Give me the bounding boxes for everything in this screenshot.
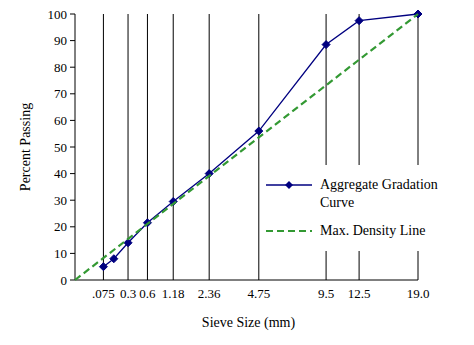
- y-tick-label: 40: [54, 166, 67, 181]
- x-tick-label: 19.0: [407, 286, 430, 301]
- x-grid-line: [209, 14, 210, 280]
- point-marker: [355, 17, 363, 25]
- y-tick: [70, 14, 75, 15]
- x-tick-label: 4.75: [247, 286, 270, 301]
- y-tick-label: 60: [54, 113, 67, 128]
- y-tick: [70, 67, 75, 68]
- y-tick: [70, 147, 75, 148]
- y-tick: [70, 200, 75, 201]
- point-marker: [99, 263, 107, 271]
- x-tick-label: 2.36: [198, 286, 221, 301]
- legend-label-line: Curve: [320, 195, 354, 210]
- point-marker: [322, 41, 330, 49]
- point-marker: [255, 127, 263, 135]
- y-axis-title: Percent Passing: [18, 103, 33, 191]
- legend-box: [262, 165, 470, 251]
- chart: .075 0.30.6 1.18 2.36 4.75 9.5 12.5 19.0 0 10 20 30…: [0, 0, 474, 345]
- x-grid-line: [258, 14, 259, 280]
- y-tick-label: 50: [54, 140, 67, 155]
- y-tick-label: 30: [54, 193, 67, 208]
- x-tick-label: 12.5: [348, 286, 371, 301]
- y-tick-label: 10: [54, 246, 67, 261]
- y-axis: [75, 14, 76, 280]
- x-grid-line: [173, 14, 174, 280]
- x-axis-title: Sieve Size (mm): [202, 315, 296, 331]
- y-tick-label: 90: [54, 33, 67, 48]
- y-tick: [70, 120, 75, 121]
- y-tick-label: 70: [54, 86, 67, 101]
- x-axis: [75, 280, 418, 281]
- y-tick: [70, 93, 75, 94]
- x-tick-label: 1.18: [162, 286, 185, 301]
- y-tick-label: 100: [48, 7, 68, 22]
- legend-swatch: [266, 230, 312, 232]
- legend-label: Aggregate Gradation Curve: [320, 177, 438, 210]
- legend-marker: [285, 181, 293, 189]
- legend-label-line: Max. Density Line: [320, 223, 425, 238]
- x-grid-line: [103, 14, 104, 280]
- y-tick: [70, 226, 75, 227]
- x-tick-label: 0.3: [120, 286, 136, 301]
- legend-label: Max. Density Line: [320, 223, 425, 238]
- y-tick-label: 20: [54, 219, 67, 234]
- y-tick: [70, 40, 75, 41]
- y-tick: [70, 253, 75, 254]
- y-tick-label: 80: [54, 60, 67, 75]
- x-tick-label: 0.6: [139, 286, 156, 301]
- x-grid-line: [147, 14, 148, 280]
- y-tick: [70, 280, 75, 281]
- point-marker: [110, 255, 118, 263]
- legend-label-line: Aggregate Gradation: [320, 177, 438, 192]
- y-tick-label: 0: [61, 273, 68, 288]
- legend: Aggregate Gradation Curve Max. Density Lin…: [262, 165, 470, 251]
- y-tick: [70, 173, 75, 174]
- x-tick-label: .075: [92, 286, 115, 301]
- x-tick-label: 9.5: [318, 286, 334, 301]
